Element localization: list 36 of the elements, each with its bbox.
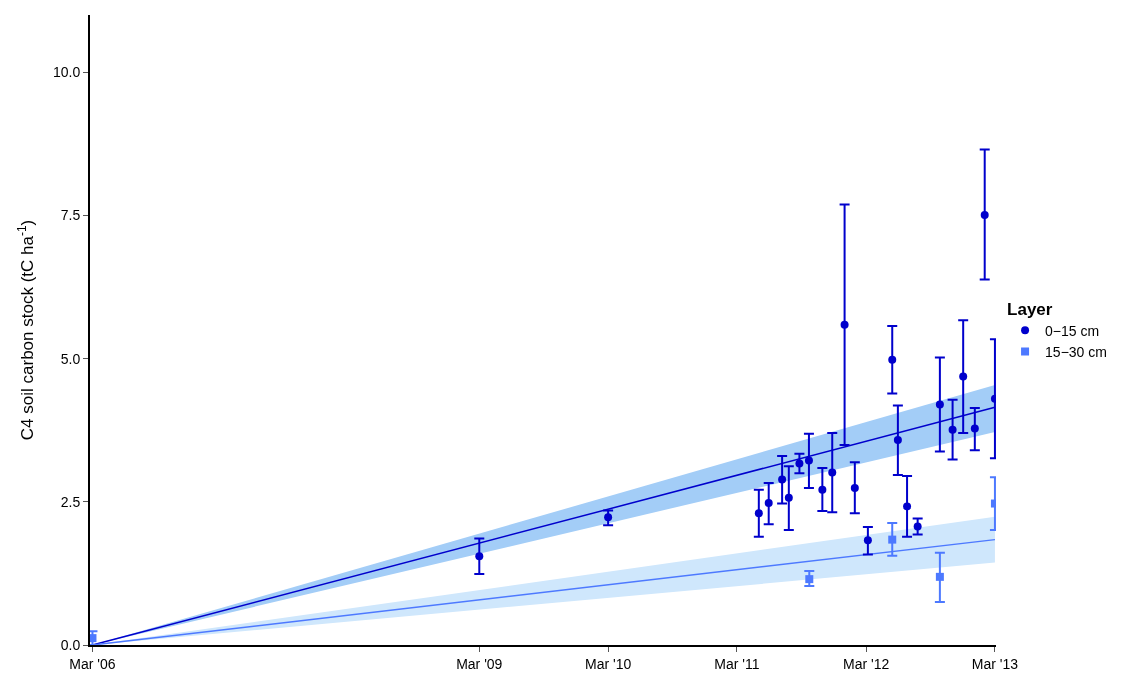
point (778, 475, 787, 484)
point (475, 552, 484, 561)
point (850, 484, 859, 493)
legend-label: 15−30 cm (1045, 343, 1107, 360)
x-tick-label: Mar '06 (69, 655, 116, 672)
legend-title: Layer (1007, 299, 1053, 319)
y-tick-label: 2.5 (60, 493, 81, 510)
y-tick-label: 5.0 (60, 350, 81, 367)
y-tick-label: 7.5 (60, 207, 81, 224)
x-tick-label: Mar '09 (456, 655, 503, 672)
point (754, 509, 763, 518)
point (980, 210, 989, 219)
point (828, 468, 837, 477)
x-tick-label: Mar '11 (714, 655, 760, 672)
point (863, 536, 872, 545)
point (888, 355, 897, 364)
point (935, 572, 944, 581)
point (804, 456, 813, 465)
point (959, 372, 968, 381)
point (784, 493, 793, 502)
point (888, 535, 897, 544)
y-tick-label: 0.0 (60, 636, 81, 653)
point (903, 502, 912, 511)
point (840, 320, 849, 329)
x-tick-label: Mar '10 (584, 655, 632, 672)
legend-label: 0−15 cm (1045, 322, 1100, 339)
point (795, 459, 804, 468)
x-tick-label: Mar '12 (842, 655, 890, 672)
point (764, 498, 773, 507)
point (970, 424, 979, 433)
x-tick-label: Mar '13 (971, 655, 1019, 672)
point (948, 425, 957, 434)
y-tick-label: 10.0 (52, 64, 81, 81)
point (893, 435, 902, 444)
point (818, 485, 827, 494)
point (935, 400, 944, 409)
